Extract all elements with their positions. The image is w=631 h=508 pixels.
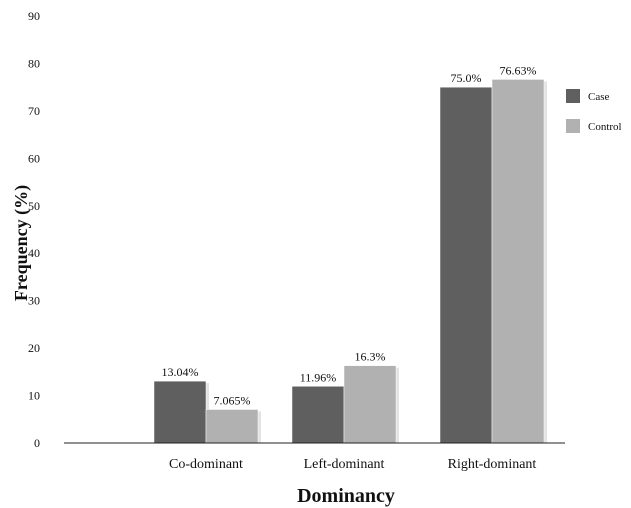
data-label: 13.04% xyxy=(162,365,199,379)
y-tick-label: 20 xyxy=(28,341,40,355)
y-tick-label: 80 xyxy=(28,56,40,70)
y-tick-label: 0 xyxy=(34,436,40,450)
bar-control-left-dominant xyxy=(343,365,397,444)
bar-case-right-dominant xyxy=(439,86,493,444)
category-label: Co-dominant xyxy=(169,457,243,472)
data-label: 7.065% xyxy=(214,393,251,407)
legend: Case Control xyxy=(566,89,622,133)
legend-swatch-control xyxy=(566,119,580,133)
y-tick-label: 60 xyxy=(28,151,40,165)
x-axis-title: Dominancy xyxy=(297,485,395,507)
data-label: 75.0% xyxy=(451,71,482,85)
y-axis-ticks: 0 10 20 30 40 50 60 70 80 90 xyxy=(28,9,40,450)
category-label: Right-dominant xyxy=(448,457,537,472)
y-axis-title: Frequency (%) xyxy=(11,185,32,301)
data-label: 16.3% xyxy=(355,350,386,364)
category-labels: Co-dominant Left-dominant Right-dominant xyxy=(169,457,536,472)
data-label: 76.63% xyxy=(500,63,537,77)
data-label: 11.96% xyxy=(300,370,337,384)
legend-label: Control xyxy=(588,121,622,133)
bar-control-right-dominant xyxy=(491,79,545,444)
data-labels: 13.04% 7.065% 11.96% 16.3% 75.0% 76.63% xyxy=(162,63,537,407)
category-label: Left-dominant xyxy=(304,457,385,472)
y-tick-label: 50 xyxy=(28,199,40,213)
y-tick-label: 10 xyxy=(28,389,40,403)
bar-control-co-dominant xyxy=(205,409,259,444)
y-tick-label: 40 xyxy=(28,246,40,260)
legend-swatch-case xyxy=(566,89,580,103)
y-tick-label: 90 xyxy=(28,9,40,23)
bar-case-left-dominant xyxy=(291,386,345,444)
bar-case-co-dominant xyxy=(153,380,207,444)
y-tick-label: 30 xyxy=(28,294,40,308)
legend-label: Case xyxy=(588,91,610,103)
bars xyxy=(153,79,547,444)
y-tick-label: 70 xyxy=(28,104,40,118)
